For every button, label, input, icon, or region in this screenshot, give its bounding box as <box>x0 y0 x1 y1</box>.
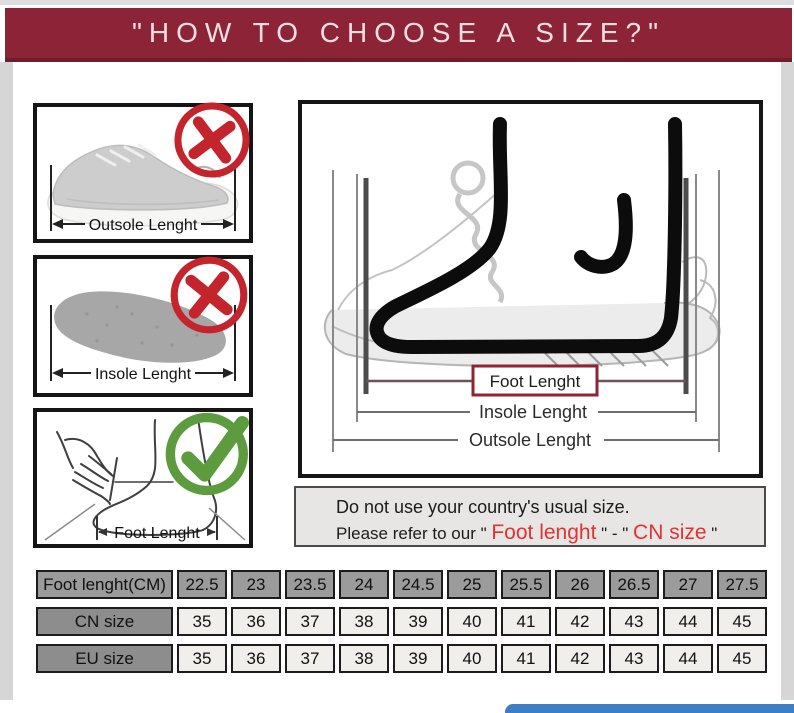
table-row-header: Foot lenght(CM) <box>36 570 173 599</box>
table-row-header: EU size <box>36 644 173 673</box>
table-cell: 38 <box>339 607 389 636</box>
table-cell: 23.5 <box>285 570 335 599</box>
table-cell: 35 <box>177 607 227 636</box>
note-line1: Do not use your country's usual size. <box>336 497 630 517</box>
table-cell: 39 <box>393 607 443 636</box>
outsole-length-label: Outsole Lenght <box>89 217 198 234</box>
table-cell: 45 <box>717 607 767 636</box>
diagram-outsole-length-label: Outsole Lenght <box>469 430 591 450</box>
table-cell: 44 <box>663 607 713 636</box>
table-cell: 24 <box>339 570 389 599</box>
table-row: EU size 35 36 37 38 39 40 41 42 43 44 45 <box>36 644 767 673</box>
note-cn-size-highlight: CN size <box>633 521 707 544</box>
foot-measuring-drawing: Foot Lenght <box>44 417 246 542</box>
size-advice-note: Do not use your country's usual size. Pl… <box>294 486 766 547</box>
table-cell: 41 <box>501 644 551 673</box>
table-cell: 38 <box>339 644 389 673</box>
foot-in-shoe-diagram: Foot Lenght Insole Lenght Outsole Lenght <box>323 117 721 452</box>
table-row: CN size 35 36 37 38 39 40 41 42 43 44 45 <box>36 607 767 636</box>
table-cell: 41 <box>501 607 551 636</box>
left-edge-strip <box>0 62 13 700</box>
table-row-header: CN size <box>36 607 173 636</box>
table-cell: 36 <box>231 644 281 673</box>
table-cell: 37 <box>285 644 335 673</box>
table-cell: 27.5 <box>717 570 767 599</box>
table-cell: 42 <box>555 607 605 636</box>
table-cell: 45 <box>717 644 767 673</box>
table-cell: 40 <box>447 644 497 673</box>
note-foot-length-highlight: Foot lenght <box>491 521 597 544</box>
diagram-foot-length-label: Foot Lenght <box>490 372 581 391</box>
insole-length-label: Insole Lenght <box>95 366 192 383</box>
note-line2: Please refer to our " Foot lenght " - " … <box>336 521 718 544</box>
size-table: Foot lenght(CM) 22.5 23 23.5 24 24.5 25 25.5 26 2… <box>36 570 767 681</box>
note-line2-text: Please refer to our " <box>336 524 492 543</box>
panel-foot-length: Foot Lenght <box>33 408 253 548</box>
table-cell: 25 <box>447 570 497 599</box>
table-cell: 40 <box>447 607 497 636</box>
right-edge-strip <box>781 62 794 700</box>
table-row: Foot lenght(CM) 22.5 23 23.5 24 24.5 25 25.5 26 2… <box>36 570 767 599</box>
table-cell: 43 <box>609 607 659 636</box>
foot-length-label: Foot Lenght <box>114 525 200 542</box>
panel-outsole-length: Outsole Lenght <box>33 102 253 243</box>
table-cell: 36 <box>231 607 281 636</box>
diagram-insole-length-label: Insole Lenght <box>479 402 587 422</box>
table-cell: 44 <box>663 644 713 673</box>
table-cell: 43 <box>609 644 659 673</box>
header-banner: "HOW TO CHOOSE A SIZE?" <box>5 8 792 62</box>
sneaker-photo: Outsole Lenght <box>47 143 239 234</box>
table-cell: 23 <box>231 570 281 599</box>
table-cell: 37 <box>285 607 335 636</box>
bottom-blue-bar <box>505 704 794 713</box>
table-cell: 39 <box>393 644 443 673</box>
insole-image: Insole Lenght <box>50 291 236 383</box>
table-cell: 22.5 <box>177 570 227 599</box>
bottom-edge-strip <box>0 0 794 5</box>
table-cell: 24.5 <box>393 570 443 599</box>
table-cell: 25.5 <box>501 570 551 599</box>
table-cell: 26 <box>555 570 605 599</box>
table-cell: 42 <box>555 644 605 673</box>
panel-insole-length: Insole Lenght <box>33 255 253 397</box>
page-title: "HOW TO CHOOSE A SIZE?" <box>131 17 666 48</box>
table-cell: 27 <box>663 570 713 599</box>
table-cell: 26.5 <box>609 570 659 599</box>
table-cell: 35 <box>177 644 227 673</box>
measurement-diagram: Foot Lenght Insole Lenght Outsole Lenght <box>298 100 763 478</box>
